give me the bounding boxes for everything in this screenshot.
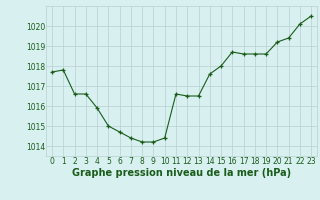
X-axis label: Graphe pression niveau de la mer (hPa): Graphe pression niveau de la mer (hPa) [72, 168, 291, 178]
